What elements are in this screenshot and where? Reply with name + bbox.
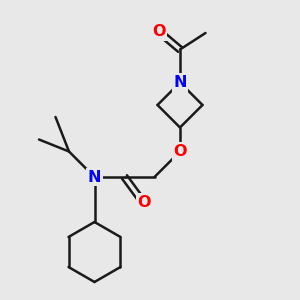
Text: O: O bbox=[173, 144, 187, 159]
Text: O: O bbox=[152, 24, 166, 39]
Text: O: O bbox=[137, 195, 151, 210]
Text: N: N bbox=[173, 75, 187, 90]
Text: N: N bbox=[88, 169, 101, 184]
